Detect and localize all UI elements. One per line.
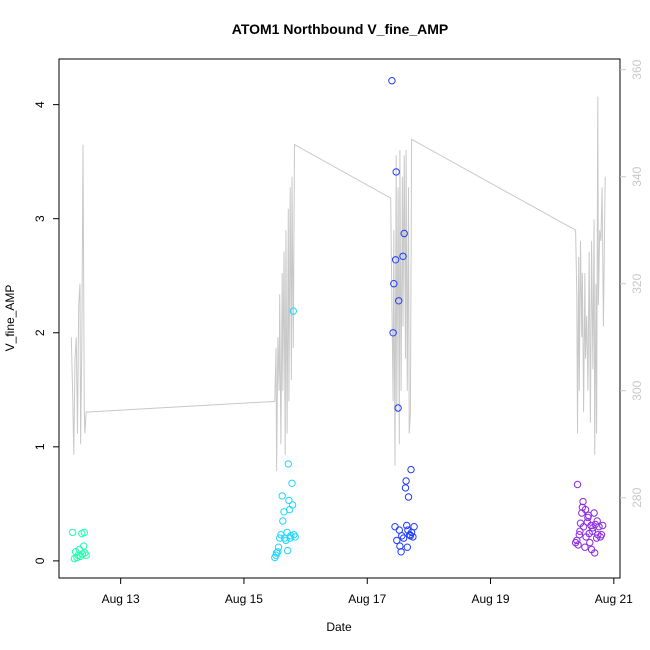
data-point <box>404 493 413 501</box>
secondary-line-group <box>70 96 606 472</box>
data-point <box>291 533 299 541</box>
y-axis-label: V_fine_AMP <box>3 285 17 352</box>
data-point <box>289 307 297 315</box>
data-point <box>410 523 418 531</box>
y2-tick-label: 300 <box>630 380 644 400</box>
data-point <box>80 542 88 550</box>
data-point <box>388 77 396 85</box>
data-point <box>399 534 408 542</box>
points-group <box>68 77 607 563</box>
data-point <box>278 492 286 500</box>
data-point <box>586 538 594 547</box>
axes <box>58 58 621 579</box>
y-tick-label: 4 <box>33 101 47 108</box>
data-point <box>591 549 599 557</box>
data-point <box>394 404 402 412</box>
data-point <box>575 531 583 539</box>
data-point <box>576 527 584 535</box>
data-point <box>403 543 411 551</box>
data-point <box>389 329 397 337</box>
ticks: Aug 13 Aug 15 Aug 17 Aug 19 Aug 21 0 1 2 3 4 280 30… <box>33 59 644 606</box>
y-tick-label: 2 <box>33 329 47 336</box>
y-tick-label: 0 <box>33 557 47 564</box>
data-point <box>592 534 601 542</box>
y2-tick-label: 280 <box>630 487 644 507</box>
data-point <box>599 521 607 530</box>
data-point <box>401 484 410 492</box>
data-point <box>397 548 405 556</box>
y-tick-label: 1 <box>33 443 47 450</box>
chart-title: ATOM1 Northbound V_fine_AMP <box>232 21 448 37</box>
data-point <box>581 543 589 551</box>
data-point <box>409 533 417 541</box>
data-point <box>284 460 292 468</box>
secondary-line <box>70 96 606 472</box>
data-point <box>288 501 297 509</box>
data-point <box>581 505 590 514</box>
data-point <box>282 536 290 545</box>
data-point <box>396 542 404 550</box>
data-point <box>597 531 606 539</box>
data-point <box>274 548 282 556</box>
data-point <box>402 477 410 485</box>
data-point <box>391 523 399 531</box>
y2-tick-label: 340 <box>630 166 644 186</box>
data-point <box>393 536 401 545</box>
data-point <box>285 505 294 514</box>
data-point <box>573 480 582 489</box>
data-point <box>285 496 293 505</box>
data-point <box>82 551 90 559</box>
data-point <box>407 465 415 474</box>
data-point <box>284 546 292 555</box>
y2-tick-label: 320 <box>630 273 644 293</box>
data-point <box>398 532 406 540</box>
data-point <box>399 252 407 260</box>
x-tick-label: Aug 13 <box>102 592 140 606</box>
data-point <box>590 509 598 517</box>
data-point <box>595 523 603 531</box>
data-point <box>391 256 400 264</box>
x-tick-label: Aug 17 <box>348 592 386 606</box>
data-point <box>400 229 408 238</box>
data-point <box>390 280 398 288</box>
y-tick-label: 3 <box>33 215 47 222</box>
x-axis-label: Date <box>326 620 352 634</box>
x-tick-label: Aug 15 <box>225 592 263 606</box>
data-point <box>395 297 403 305</box>
y2-tick-label: 360 <box>630 59 644 79</box>
data-point <box>574 541 582 549</box>
data-point <box>276 534 284 542</box>
data-point <box>279 517 287 525</box>
data-point <box>594 531 602 539</box>
plot-frame <box>58 58 621 579</box>
data-point <box>274 543 283 551</box>
x-tick-label: Aug 21 <box>595 592 633 606</box>
data-point <box>403 521 411 530</box>
data-point <box>579 497 587 506</box>
data-point <box>288 479 296 487</box>
data-point <box>579 523 588 531</box>
data-point <box>80 528 89 537</box>
data-point <box>392 168 400 176</box>
data-point <box>588 527 596 535</box>
data-point <box>68 528 77 537</box>
x-tick-label: Aug 19 <box>472 592 510 606</box>
data-point <box>287 532 295 540</box>
